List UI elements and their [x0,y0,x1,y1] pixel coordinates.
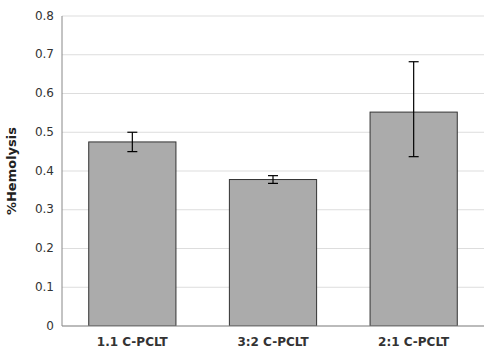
error-cap [268,183,278,184]
grid-line [62,93,484,94]
bar [229,180,316,326]
error-stem [272,176,273,184]
bar [89,142,176,326]
y-axis-line [62,16,63,326]
x-tick-label: 2:1 C-PCLT [378,335,450,349]
y-tick-label: 0.4 [35,164,54,178]
y-tick-label: 0.7 [35,47,54,61]
error-cap [127,151,137,152]
x-axis-line [62,326,484,327]
chart: 0 0.1 0.2 0.3 0.4 0.5 0.6 0.7 0.8 1.1 C-PCLT 3:2 C… [0,0,500,364]
x-tick-label: 3:2 C-PCLT [237,335,309,349]
grid-line [62,54,484,55]
y-tick-label: 0 [46,319,54,333]
grid-line [62,326,484,327]
y-axis-label: %Hemolysis [4,127,19,215]
error-stem [413,62,414,157]
y-tick-label: 0.3 [35,202,54,216]
y-tick-label: 0.1 [35,280,54,294]
error-bar [127,132,137,151]
y-grid [62,16,484,326]
error-bar [409,62,419,157]
error-stem [132,132,133,151]
error-cap [127,132,137,133]
grid-line [62,16,484,17]
y-tick-label: 0.5 [35,125,54,139]
error-cap [409,61,419,62]
error-cap [268,175,278,176]
plot-area [89,62,458,326]
error-cap [409,156,419,157]
y-tick-label: 0.8 [35,9,54,23]
x-tick-label: 1.1 C-PCLT [97,335,169,349]
y-tick-label: 0.2 [35,241,54,255]
error-bar [268,176,278,184]
y-tick-label: 0.6 [35,86,54,100]
